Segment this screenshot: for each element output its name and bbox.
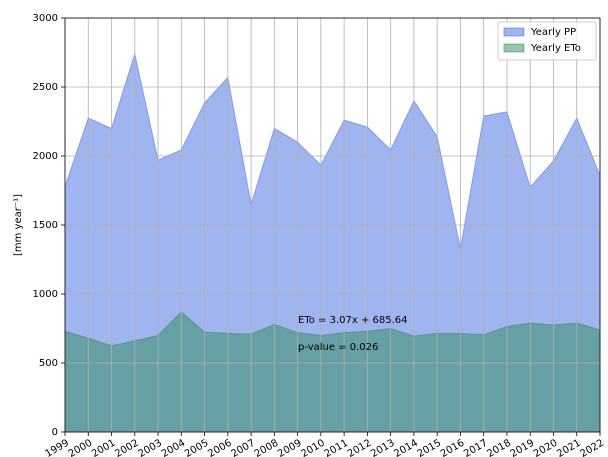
y-tick-label: 1500 (33, 220, 58, 231)
plot-frame (64, 17, 601, 433)
x-tick-label: 2006 (206, 438, 234, 457)
x-tick-label: 2012 (346, 438, 374, 457)
x-tick-label: 2005 (183, 438, 211, 457)
legend-label: Yearly ETo (530, 43, 581, 54)
legend-swatch (503, 27, 525, 37)
x-tick-label: 2001 (90, 438, 118, 457)
y-tick-label: 1000 (33, 289, 58, 300)
x-tick-label: 2019 (509, 438, 537, 457)
x-tick-label: 2014 (392, 438, 420, 457)
legend-swatch (503, 43, 525, 53)
x-tick-label: 2002 (113, 438, 141, 457)
x-tick-label: 2003 (137, 438, 165, 457)
legend-label: Yearly PP (530, 27, 576, 38)
area-edge (64, 51, 601, 249)
y-tick-label: 500 (39, 358, 58, 369)
x-tick-label: 2015 (416, 438, 444, 457)
x-tick-label: 2016 (439, 438, 467, 457)
x-tick-label: 2008 (253, 438, 281, 457)
x-tick-label: 2022 (578, 438, 606, 457)
y-tick-label: 0 (52, 427, 58, 438)
x-tick-label: 2010 (299, 438, 327, 457)
x-tick-label: 2004 (160, 438, 188, 457)
y-tick-label: 2000 (33, 151, 58, 162)
x-tick-label: 1999 (43, 438, 71, 457)
x-tick-label: 2021 (555, 438, 583, 457)
area-edge (64, 311, 601, 347)
x-tick-label: 2018 (485, 438, 513, 457)
x-tick-label: 2007 (230, 438, 258, 457)
x-tick-label: 2009 (276, 438, 304, 457)
y-tick-label: 3000 (33, 13, 58, 24)
x-tick-label: 2000 (67, 438, 95, 457)
annotation: p-value = 0.026 (298, 342, 378, 353)
x-tick-label: 2011 (323, 438, 351, 457)
y-axis-label: [mm year⁻¹] (13, 194, 24, 256)
x-tick-label: 2020 (532, 438, 560, 457)
y-tick-label: 2500 (33, 82, 58, 93)
x-tick-label: 2017 (462, 438, 490, 457)
x-tick-label: 2013 (369, 438, 397, 457)
annotation: ETo = 3.07x + 685.64 (298, 315, 408, 326)
area-fill (65, 311, 600, 432)
